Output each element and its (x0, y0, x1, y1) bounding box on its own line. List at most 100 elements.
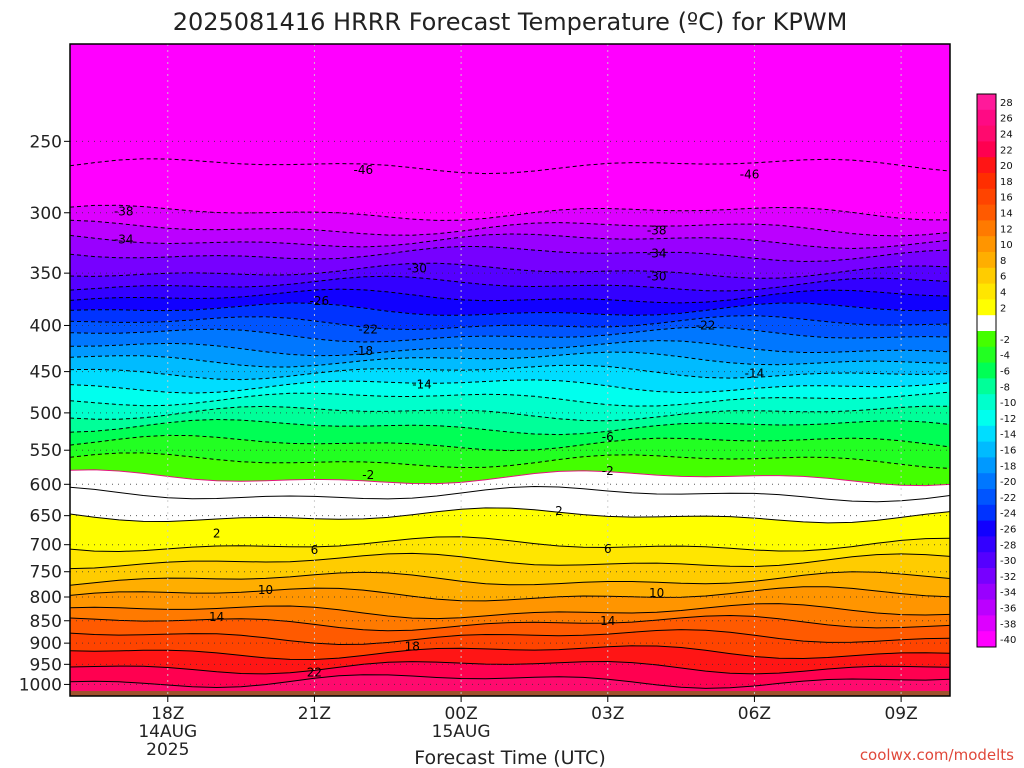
colorbar-label: 16 (1000, 193, 1013, 204)
contour-label: -26 (310, 294, 330, 308)
isotherm-line (70, 364, 950, 381)
colorbar-label: -20 (1000, 477, 1016, 488)
colorbar-swatch (977, 331, 996, 348)
contour-label: -2 (602, 464, 614, 478)
contour-label: 10 (649, 586, 664, 600)
y-tick-label: 900 (30, 634, 62, 654)
contour-label: -30 (647, 269, 667, 283)
colorbar-frame (976, 93, 997, 648)
colorbar-swatch (977, 220, 996, 237)
colorbar-label: -6 (1000, 367, 1010, 378)
colorbar-swatch (977, 141, 996, 158)
contour-label: -22 (696, 318, 716, 332)
isotherm-line (70, 158, 950, 175)
colorbar-label: -34 (1000, 588, 1016, 599)
colorbar-label: -4 (1000, 351, 1010, 362)
colorbar-swatch (977, 125, 996, 142)
colorbar-swatch (977, 552, 996, 569)
colorbar-swatch (977, 394, 996, 411)
colorbar-swatch (977, 536, 996, 553)
y-tick-label: 400 (30, 316, 62, 336)
isotherm-line (70, 586, 950, 602)
y-tick-label: 350 (30, 264, 62, 284)
y-tick-label: 650 (30, 507, 62, 527)
colorbar-swatch (977, 378, 996, 395)
colorbar-legend: 28 26 24 22 20 18 16 14 12 10 8 6 4 2 -2 -4 -6 -8 -10 -12 -1… (976, 93, 1016, 648)
contour-label: -38 (114, 204, 134, 218)
x-tick-label: 03Z (591, 704, 624, 724)
x-tick-label: 18Z (151, 704, 184, 724)
contour-labels: -46 -46-38-38-34-34-30-30-26-22 -22-18-14-… (114, 163, 764, 679)
contour-label: -34 (647, 247, 667, 261)
colorbar-label: 6 (1000, 272, 1006, 283)
isotherm-line (70, 552, 950, 570)
contour-label: 10 (258, 583, 273, 597)
colorbar-swatch (977, 204, 996, 221)
colorbar-label: 20 (1000, 161, 1013, 172)
x-axis-label: Forecast Time (UTC) (414, 747, 605, 768)
y-tick-label: 1000 (19, 675, 62, 695)
colorbar-label: 18 (1000, 177, 1013, 188)
colorbar-label: -22 (1000, 493, 1016, 504)
gridlines (70, 44, 950, 696)
colorbar-label: 14 (1000, 209, 1013, 220)
colorbar-swatch (977, 267, 996, 285)
contour-label: -46 (354, 163, 374, 177)
colorbar-label: 4 (1000, 288, 1006, 299)
isotherm-line (70, 571, 950, 586)
isotherm-line (70, 660, 950, 675)
colorbar-label: -2 (1000, 335, 1010, 346)
plot-frame (69, 43, 951, 697)
colorbar-label: 10 (1000, 240, 1013, 251)
y-tick-label: 950 (30, 655, 62, 675)
colorbar-swatch (977, 346, 996, 364)
isotherm-line (70, 645, 950, 661)
colorbar-swatch (977, 157, 996, 174)
colorbar-swatch (977, 315, 996, 332)
contour-label: -38 (647, 224, 667, 238)
isotherm-line (70, 326, 950, 343)
chart-title: 2025081416 HRRR Forecast Temperature (ºC… (173, 8, 848, 36)
y-tick-label: 250 (30, 132, 62, 152)
isotherm-line (70, 603, 950, 620)
colorbar-swatch (977, 109, 996, 127)
colorbar-label: 26 (1000, 114, 1013, 125)
colorbar-swatch (977, 410, 996, 427)
colorbar-label: -28 (1000, 540, 1016, 551)
colorbar-swatch (977, 441, 996, 458)
colorbar-swatch (977, 283, 996, 300)
colorbar-swatch (977, 188, 996, 206)
isotherm-line (70, 434, 950, 452)
x-tick-label: 09Z (884, 704, 917, 724)
isotherm-line (70, 379, 950, 394)
y-tick-label: 300 (30, 204, 62, 224)
y-tick-label: 700 (30, 536, 62, 556)
colorbar-swatch (977, 473, 996, 490)
contour-label: -6 (602, 430, 614, 444)
colorbar-swatch (977, 94, 996, 111)
contour-label: -22 (358, 322, 378, 336)
pressure-axis: 2503003504004505005506006507007508008509… (19, 132, 70, 695)
contour-label: -14 (412, 377, 432, 391)
y-tick-label: 500 (30, 404, 62, 424)
y-tick-label: 750 (30, 563, 62, 583)
colorbar-swatch (977, 583, 996, 601)
contour-label: 6 (311, 543, 319, 557)
colorbar-label: -18 (1000, 461, 1016, 472)
y-tick-label: 450 (30, 363, 62, 383)
isotherm-line (70, 674, 950, 689)
isotherm-line (70, 536, 950, 553)
isotherm-line (70, 418, 950, 436)
isotherm-line (70, 614, 950, 632)
colorbar-label: -8 (1000, 382, 1010, 393)
colorbar-swatch (977, 631, 996, 648)
colorbar-label: 22 (1000, 145, 1013, 156)
contour-label: 6 (604, 542, 612, 556)
colorbar-swatch (977, 362, 996, 379)
isotherm-line (70, 507, 950, 524)
x-tick-date: 14AUG (138, 722, 197, 742)
x-tick-label: 06Z (738, 704, 771, 724)
colorbar-label: 28 (1000, 98, 1013, 109)
colorbar-label: -26 (1000, 525, 1016, 536)
ground-strip (70, 691, 950, 696)
